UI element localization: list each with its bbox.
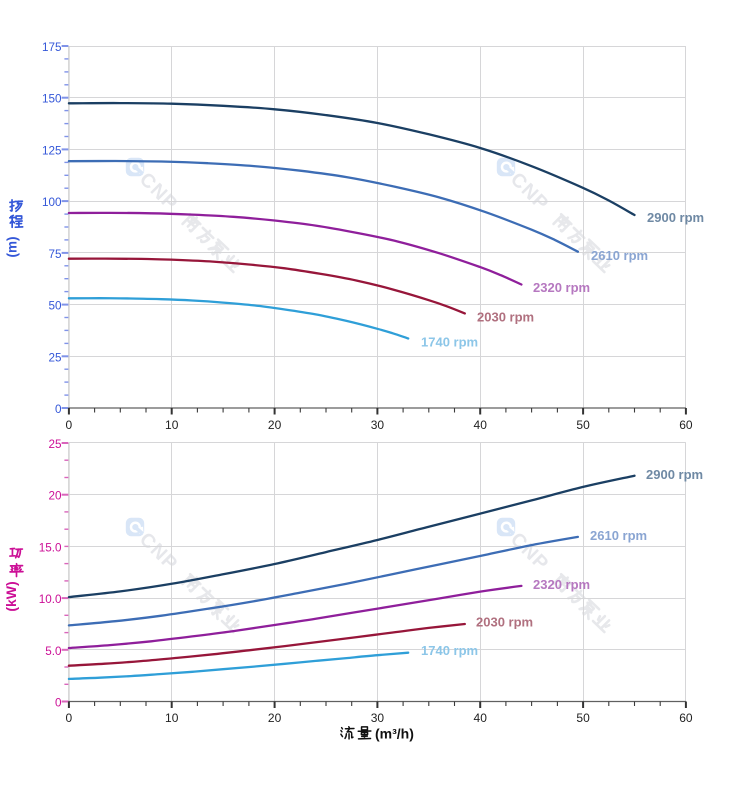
svg-text:50: 50: [48, 300, 62, 313]
svg-text:10: 10: [165, 418, 179, 432]
svg-text:1740 rpm: 1740 rpm: [421, 335, 478, 350]
svg-text:2030 rpm: 2030 rpm: [477, 310, 534, 325]
svg-text:25: 25: [48, 438, 62, 451]
svg-text:75: 75: [48, 248, 62, 261]
svg-text:60: 60: [679, 418, 693, 432]
svg-text:2610 rpm: 2610 rpm: [590, 528, 647, 543]
svg-text:25: 25: [48, 351, 62, 364]
svg-text:(kW): (kW): [3, 581, 19, 611]
svg-text:2320 rpm: 2320 rpm: [533, 577, 590, 592]
svg-text:50: 50: [576, 711, 590, 725]
svg-text:5.0: 5.0: [45, 645, 62, 658]
svg-text:15.0: 15.0: [39, 541, 62, 554]
svg-text:175: 175: [42, 41, 62, 54]
svg-text:(m): (m): [5, 237, 20, 258]
svg-text:20: 20: [268, 418, 282, 432]
svg-text:0: 0: [55, 697, 62, 710]
svg-text:30: 30: [371, 711, 385, 725]
svg-text:(m³/h): (m³/h): [375, 726, 414, 742]
svg-text:20: 20: [48, 490, 62, 503]
svg-text:50: 50: [576, 418, 590, 432]
svg-text:40: 40: [474, 711, 488, 725]
svg-text:60: 60: [679, 711, 693, 725]
svg-text:2900 rpm: 2900 rpm: [646, 467, 703, 482]
svg-text:2030 rpm: 2030 rpm: [476, 615, 533, 630]
svg-text:150: 150: [42, 93, 62, 106]
svg-text:0: 0: [66, 711, 73, 725]
svg-text:2900 rpm: 2900 rpm: [647, 210, 704, 225]
svg-text:2320 rpm: 2320 rpm: [533, 280, 590, 295]
svg-text:1740 rpm: 1740 rpm: [421, 643, 478, 658]
svg-text:10: 10: [165, 711, 179, 725]
svg-text:20: 20: [268, 711, 282, 725]
svg-text:30: 30: [371, 418, 385, 432]
svg-text:0: 0: [55, 403, 62, 416]
svg-text:125: 125: [42, 144, 62, 157]
svg-text:0: 0: [66, 418, 73, 432]
svg-text:2610 rpm: 2610 rpm: [591, 248, 648, 263]
svg-text:10.0: 10.0: [39, 593, 62, 606]
svg-text:40: 40: [474, 418, 488, 432]
svg-text:100: 100: [42, 196, 62, 209]
